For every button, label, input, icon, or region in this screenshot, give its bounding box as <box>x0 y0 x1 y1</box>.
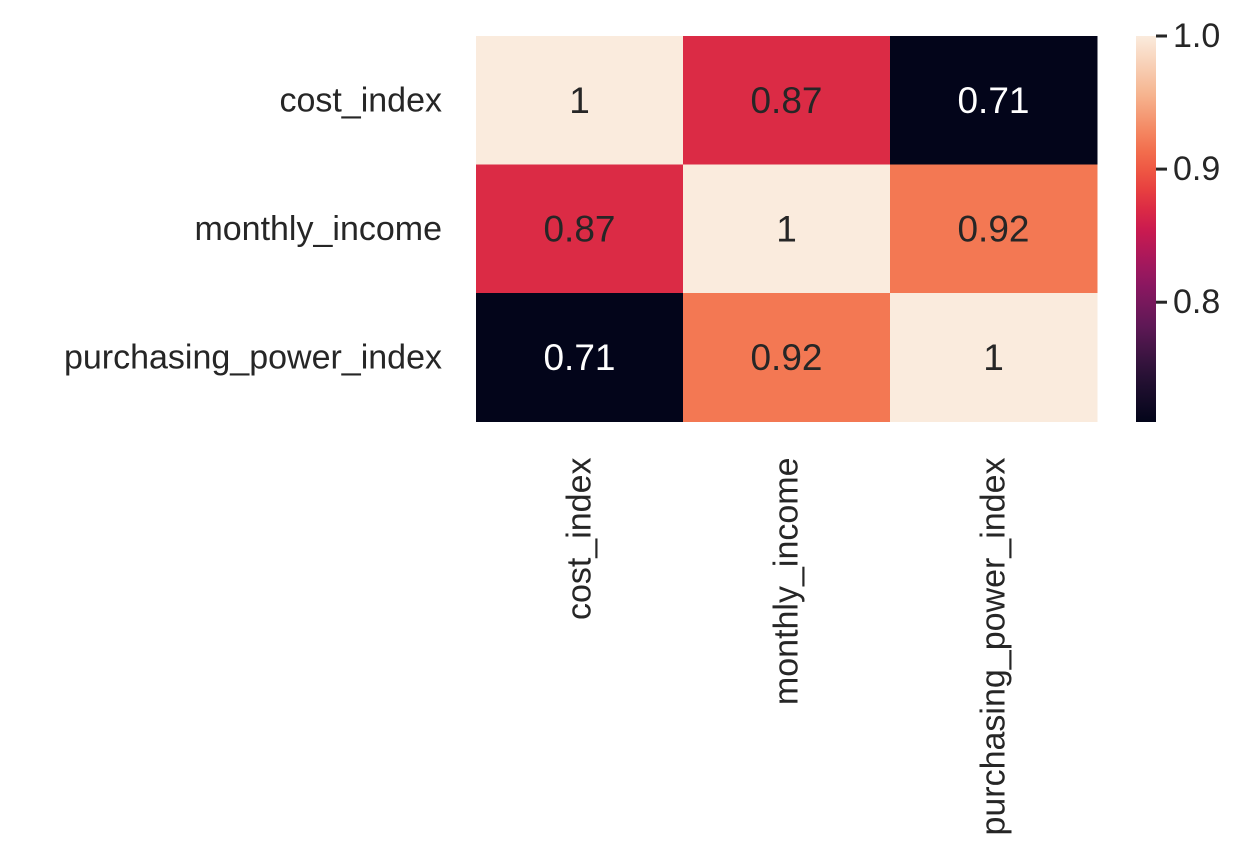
colorbar-tick-label: 1.0 <box>1173 17 1220 55</box>
heatmap-cell <box>683 36 891 165</box>
heatmap-cell-value: 1 <box>569 80 590 121</box>
x-axis-tick-label: purchasing_power_index <box>975 458 1013 836</box>
y-axis-tick-label: purchasing_power_index <box>64 338 442 376</box>
colorbar-ticks: 0.8 0.9 1.0 <box>1156 17 1220 321</box>
heatmap-cell <box>476 293 684 422</box>
heatmap-cell-value: 0.92 <box>750 337 822 378</box>
heatmap-cell-value: 0.87 <box>750 80 822 121</box>
x-axis-tick-label: cost_index <box>561 458 599 621</box>
colorbar-gradient <box>1136 36 1156 422</box>
heatmap-cell <box>476 164 684 294</box>
colorbar-tick-label: 0.8 <box>1173 283 1220 321</box>
heatmap-cell-value: 0.92 <box>957 208 1029 249</box>
colorbar: 0.8 0.9 1.0 <box>1136 17 1220 422</box>
heatmap-cell-value: 1 <box>983 337 1004 378</box>
heatmap-cell <box>890 293 1098 422</box>
heatmap-cell <box>890 164 1098 294</box>
heatmap-cell <box>683 164 891 294</box>
x-axis-tick-label: monthly_income <box>768 458 806 706</box>
heatmap-cell-labels: 1 0.87 0.71 0.87 1 0.92 0.71 0.92 1 <box>543 80 1029 378</box>
heatmap-cell-value: 1 <box>776 208 797 249</box>
heatmap-cell-value: 0.87 <box>543 208 615 249</box>
heatmap-cell-value: 0.71 <box>957 80 1029 121</box>
x-axis-tick-labels: cost_index monthly_income purchasing_power… <box>561 458 1013 836</box>
heatmap-cell <box>476 36 684 165</box>
y-axis-tick-label: cost_index <box>279 81 442 119</box>
y-axis-tick-label: monthly_income <box>194 210 442 248</box>
heatmap-cell-value: 0.71 <box>543 337 615 378</box>
heatmap-cell <box>890 36 1098 165</box>
colorbar-tick-label: 0.9 <box>1173 150 1220 188</box>
heatmap-cell <box>683 293 891 422</box>
heatmap-cells <box>476 36 1098 422</box>
y-axis-tick-labels: cost_index monthly_income purchasing_power… <box>64 81 442 376</box>
